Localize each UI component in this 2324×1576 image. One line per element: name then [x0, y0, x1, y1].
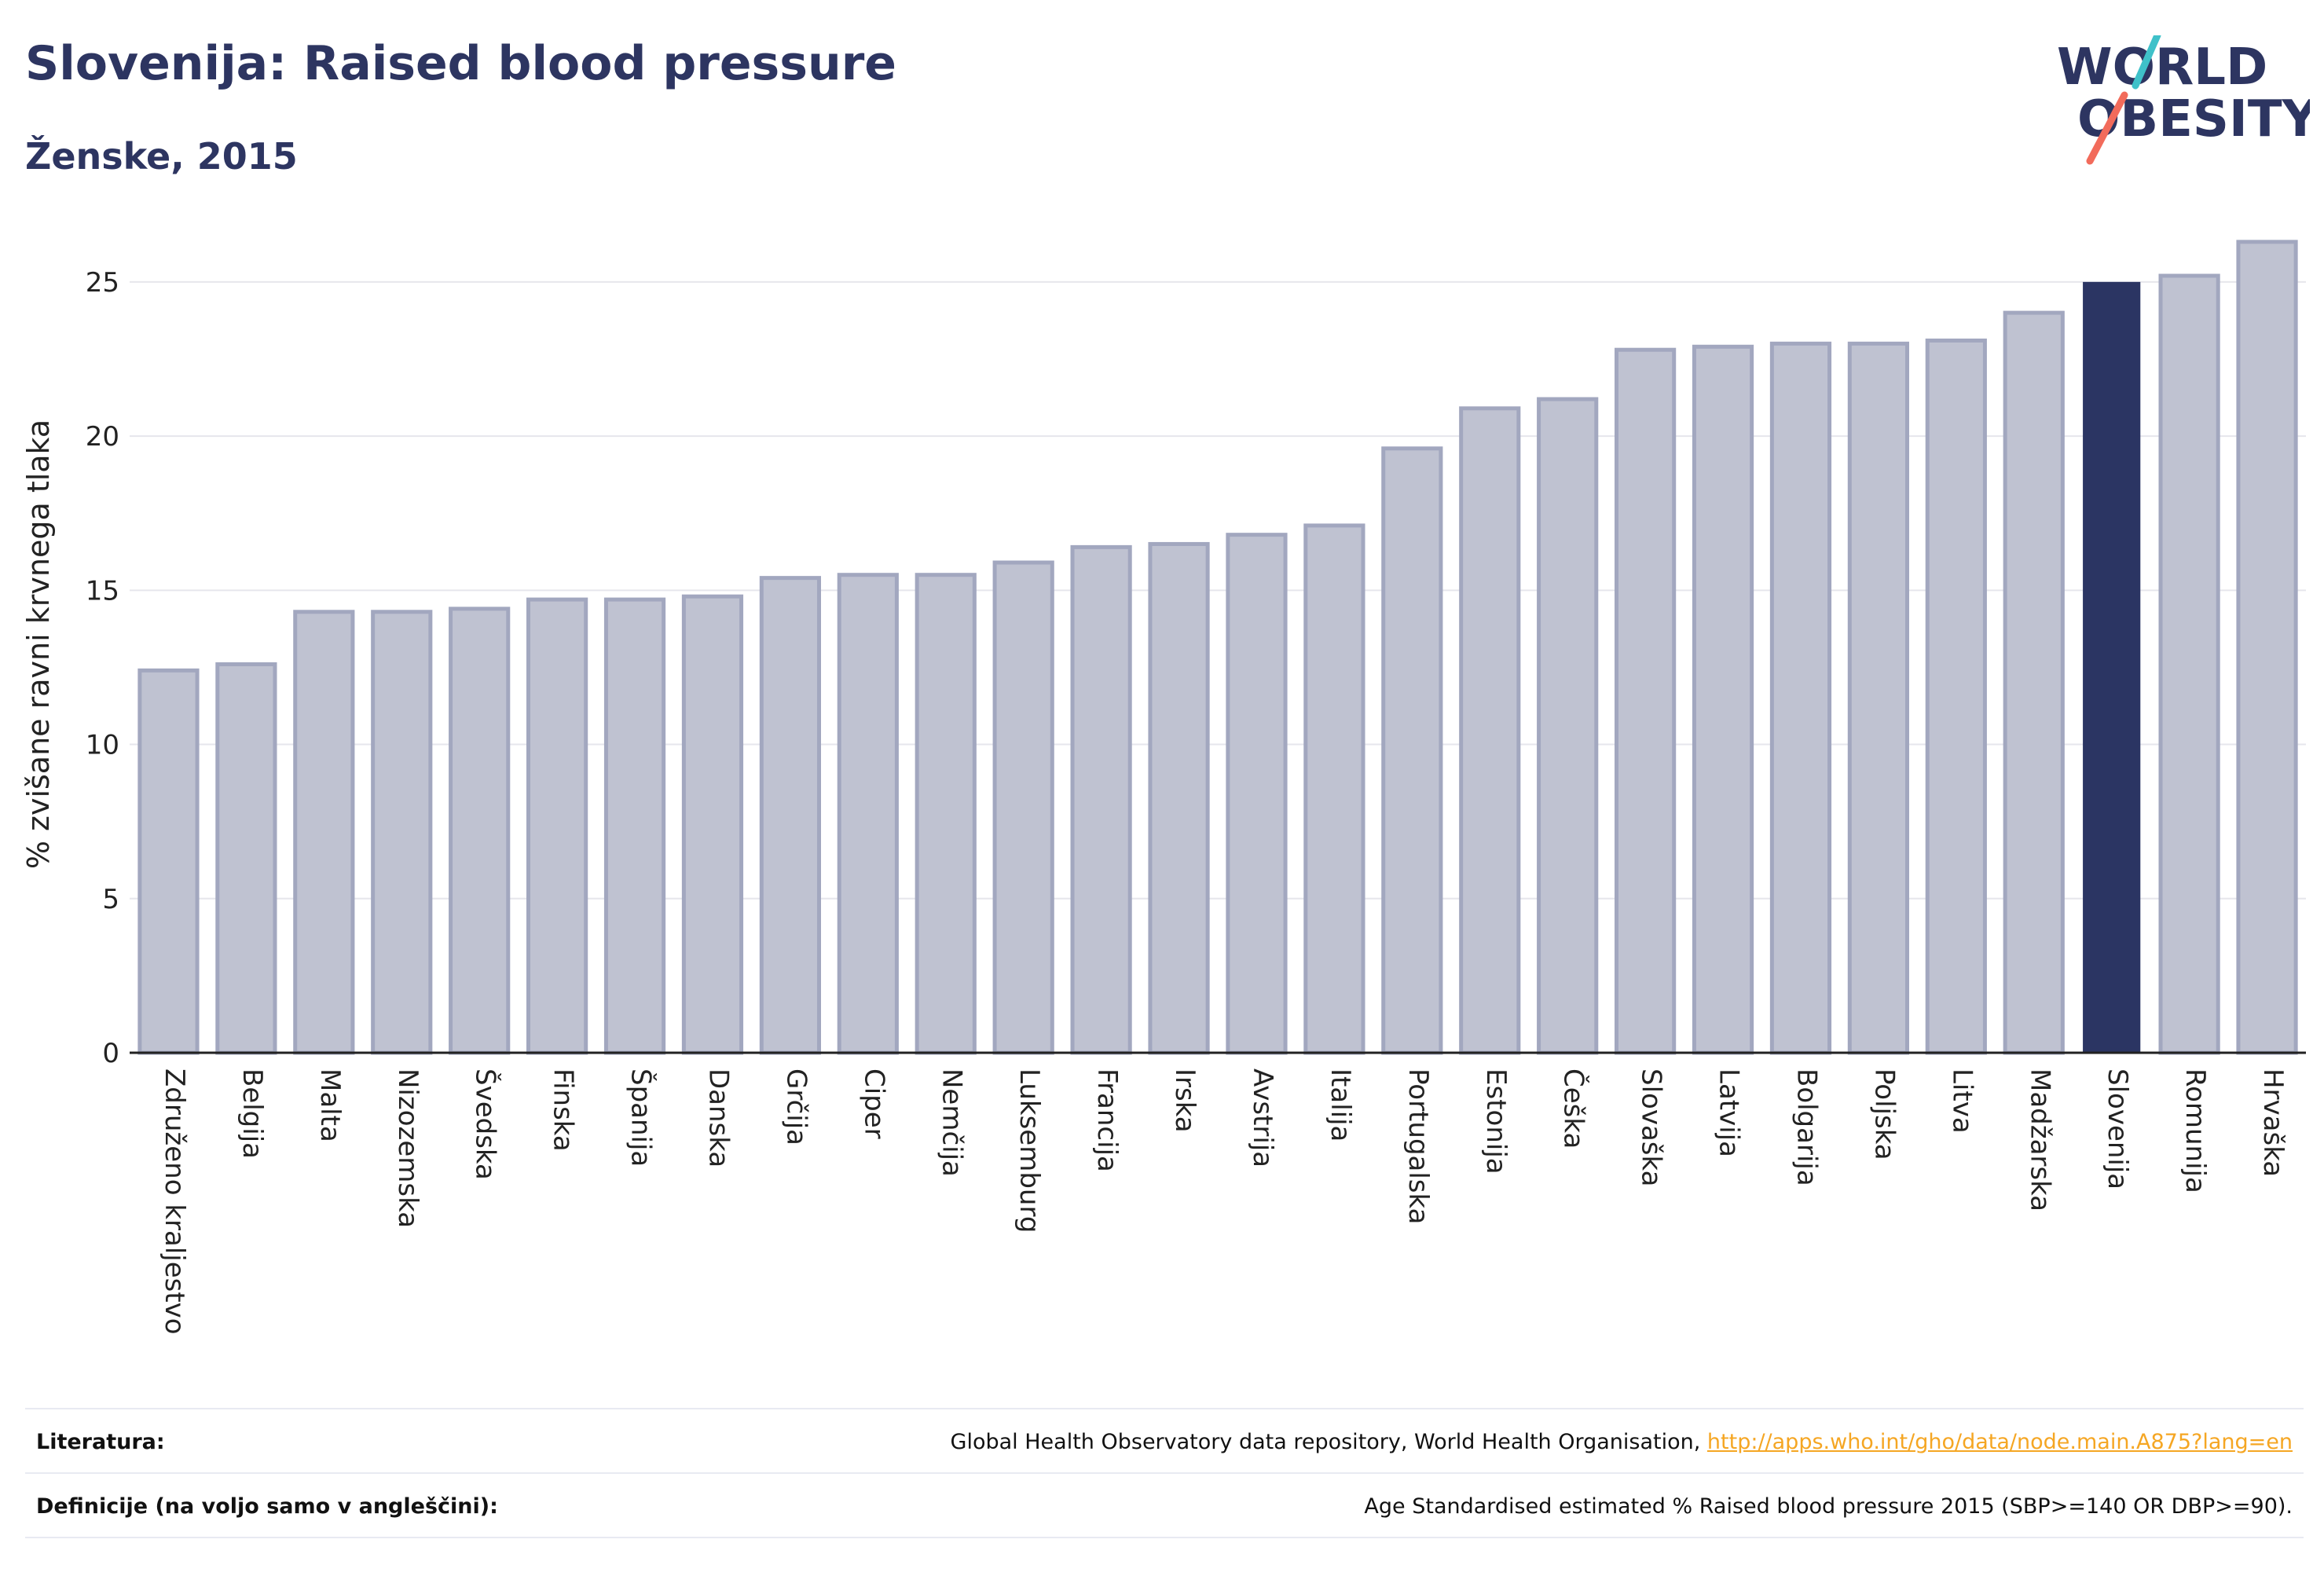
- sources-value: Global Health Observatory data repositor…: [951, 1430, 2293, 1454]
- x-tick-label: Poljska: [1868, 1068, 1900, 1160]
- x-tick-label: Nizozemska: [392, 1068, 423, 1228]
- x-tick-label: Romunija: [2179, 1068, 2211, 1193]
- bar: [837, 573, 899, 1055]
- x-tick-label: Nemčija: [936, 1068, 967, 1177]
- bar: [449, 607, 511, 1055]
- bar: [2158, 273, 2220, 1055]
- logo-line-1: WORLD: [2057, 38, 2267, 97]
- x-tick-label: Latvija: [1714, 1068, 1745, 1157]
- x-tick-label: Slovenija: [2102, 1068, 2133, 1189]
- x-tick-label: Danska: [702, 1068, 734, 1167]
- logo-slash-coral: [2086, 91, 2128, 165]
- definitions-value: Age Standardised estimated % Raised bloo…: [1364, 1494, 2293, 1519]
- bar: [2236, 240, 2298, 1055]
- footer-divider-bottom: [25, 1537, 2304, 1538]
- x-tick-label: Ciper: [858, 1068, 889, 1139]
- x-tick-label: Italija: [1325, 1068, 1356, 1142]
- x-tick-label: Irska: [1169, 1068, 1200, 1133]
- sources-text: Global Health Observatory data repositor…: [950, 1430, 1707, 1454]
- bar: [759, 576, 821, 1055]
- x-tick-label: Španija: [625, 1068, 658, 1167]
- x-tick-label: Madžarska: [2024, 1068, 2055, 1211]
- bar-chart: 0 5 10 15 20 25 Združeno kraljestvo Belgija Malt…: [21, 240, 2306, 1335]
- x-tick-label: Finska: [548, 1068, 579, 1152]
- x-tick-label: Bolgarija: [1791, 1068, 1822, 1186]
- bar: [1070, 544, 1132, 1055]
- bar: [1769, 341, 1832, 1055]
- x-tick-label: Grčija: [780, 1068, 812, 1145]
- bar: [681, 594, 744, 1055]
- bar: [1381, 446, 1443, 1055]
- x-tick-label: Belgija: [236, 1068, 268, 1159]
- bar: [1847, 341, 1909, 1055]
- y-tick-label: 20: [86, 421, 119, 453]
- sources-link[interactable]: http://apps.who.int/gho/data/node.main.A…: [1706, 1430, 2293, 1454]
- bar: [1925, 338, 1987, 1055]
- bar: [215, 662, 277, 1055]
- y-tick-label: 0: [102, 1038, 119, 1069]
- x-tick-label: Slovaška: [1636, 1068, 1667, 1186]
- bar: [1692, 344, 1754, 1055]
- bar: [1537, 397, 1599, 1055]
- bar: [992, 560, 1054, 1055]
- x-tick-label: Luksemburg: [1014, 1068, 1045, 1233]
- bar: [526, 597, 588, 1055]
- footer-divider-top: [25, 1408, 2304, 1409]
- x-tick-label: Malta: [314, 1068, 346, 1142]
- sources-label: Literatura:: [36, 1430, 165, 1454]
- x-tick-label: Hrvaška: [2257, 1068, 2289, 1177]
- logo-line-2: OBESITY: [2077, 90, 2310, 148]
- bar: [2003, 310, 2065, 1055]
- bar: [1303, 523, 1365, 1055]
- bar: [1459, 406, 1521, 1055]
- bar: [603, 597, 666, 1055]
- x-tick-label: Litva: [1946, 1068, 1978, 1134]
- y-tick-label: 25: [86, 267, 119, 299]
- bar: [2083, 281, 2141, 1053]
- logo-slash-teal: [2132, 35, 2161, 90]
- x-tick-label: Francija: [1091, 1068, 1123, 1172]
- page-title: Slovenija: Raised blood pressure: [25, 36, 896, 91]
- definitions-label: Definicije (na voljo samo v angleščini):: [36, 1494, 498, 1519]
- bar: [293, 610, 355, 1055]
- y-tick-label: 10: [86, 730, 119, 761]
- bar: [1226, 533, 1288, 1055]
- x-tick-label: Avstrija: [1247, 1068, 1278, 1167]
- x-tick-label: Združeno kraljestvo: [159, 1068, 190, 1335]
- page-subtitle: Ženske, 2015: [25, 135, 298, 178]
- x-tick-label: Češka: [1558, 1068, 1590, 1149]
- y-tick-label: 15: [86, 575, 119, 607]
- y-tick-label: 5: [102, 884, 119, 915]
- x-tick-label: Estonija: [1480, 1068, 1512, 1175]
- x-tick-label: Švedska: [470, 1068, 502, 1180]
- bar: [1148, 541, 1210, 1055]
- world-obesity-logo: WORLD OBESITY: [2057, 35, 2310, 165]
- bar: [137, 668, 200, 1055]
- bar: [371, 610, 433, 1055]
- x-tick-label: Portugalska: [1402, 1068, 1434, 1224]
- bar: [1615, 347, 1677, 1055]
- y-axis-title: % zvišane ravni krvnega tlaka: [21, 420, 56, 869]
- bar: [915, 573, 977, 1055]
- footer-divider-middle: [25, 1472, 2304, 1474]
